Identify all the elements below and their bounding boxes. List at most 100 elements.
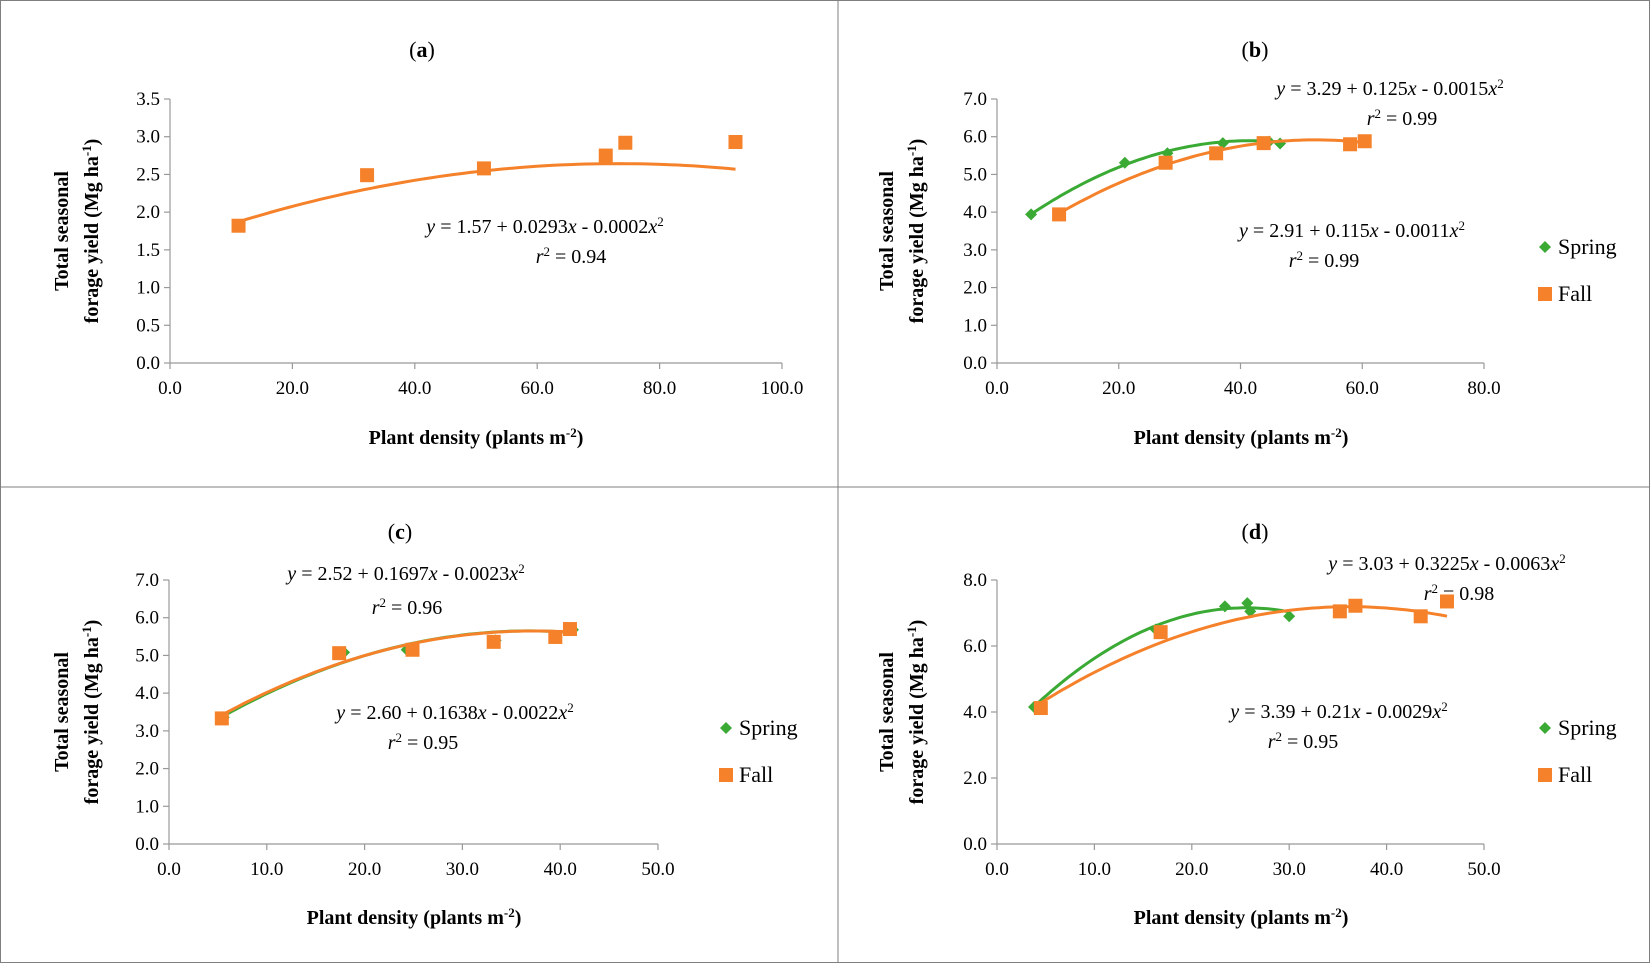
legend-label-spring-c: Spring [739, 715, 798, 740]
y-axis-label-line2-d: forage yield (Mg ha-1) [904, 620, 929, 805]
r-squared-spring-d: r2 = 0.98 [1424, 581, 1495, 606]
y-tick-label-c: 7.0 [135, 570, 159, 591]
equation-fall-a: y = 1.57 + 0.0293x - 0.0002x2 [424, 214, 663, 239]
legend-label-fall-b: Fall [1558, 281, 1592, 306]
data-point-fall-b [1343, 137, 1358, 152]
data-point-fall-c [405, 642, 420, 657]
data-point-fall-b [1209, 146, 1224, 161]
y-tick-label-d: 8.0 [963, 570, 987, 591]
legend-marker-fall-d [1538, 768, 1552, 782]
data-point-spring-d [1283, 610, 1296, 623]
trendline-spring-b [1030, 139, 1281, 216]
trendline-fall-d [1040, 605, 1448, 705]
legend-marker-spring-c [720, 722, 732, 734]
equation-fall-b: y = 2.91 + 0.115x - 0.0011x2 [1237, 218, 1465, 243]
y-tick-label-b: 7.0 [963, 89, 987, 110]
data-point-fall-d [1332, 604, 1347, 619]
panel-c: (c) 0.0 10.0 20.0 30.0 40.0 50.0 0.0 1.0 2.0 3.0 4.… [51, 519, 798, 929]
y-tick-label-b: 3.0 [963, 240, 987, 261]
y-tick-label-b: 2.0 [963, 278, 987, 299]
x-tick-label-b: 40.0 [1224, 378, 1257, 399]
r-squared-spring-c: r2 = 0.96 [372, 595, 443, 620]
y-tick-label-b: 1.0 [963, 315, 987, 336]
x-tick-label-b: 60.0 [1346, 378, 1379, 399]
legend-label-spring-b: Spring [1558, 234, 1617, 259]
x-tick-label-d: 50.0 [1467, 859, 1500, 880]
y-axis-label-line2-c: forage yield (Mg ha-1) [79, 620, 104, 805]
r-squared-fall-c: r2 = 0.95 [388, 730, 459, 755]
data-point-fall-a [231, 218, 246, 233]
legend-marker-spring-d [1539, 722, 1551, 734]
legend-marker-fall-c [719, 768, 733, 782]
data-point-fall-d [1413, 609, 1428, 624]
legend-label-fall-c: Fall [739, 762, 773, 787]
r-squared-fall-d: r2 = 0.95 [1268, 729, 1339, 754]
data-point-fall-b [1158, 155, 1173, 170]
panel-d: (d) 0.0 10.0 20.0 30.0 40.0 50.0 0.0 2.0 4.0 6.0 8.… [876, 519, 1617, 929]
x-axis-label-a: Plant density (plants m-2) [369, 425, 584, 450]
y-tick-label-b: 0.0 [963, 353, 987, 374]
equation-spring-c: y = 2.52 + 0.1697x - 0.0023x2 [285, 561, 524, 586]
y-tick-label-a: 0.0 [136, 353, 160, 374]
data-point-fall-b [1256, 136, 1271, 151]
panel-title-d: (d) [1242, 519, 1269, 544]
r-squared-fall-a: r2 = 0.94 [536, 244, 607, 269]
y-axis-label-line1-c: Total seasonal [51, 652, 73, 772]
x-tick-label-b: 20.0 [1102, 378, 1135, 399]
x-axis-label-b: Plant density (plants m-2) [1134, 425, 1349, 450]
panel-b: (b) 0.0 20.0 40.0 60.0 80.0 0.0 1.0 2.0 3.0 4.0 5.0… [876, 37, 1617, 449]
data-point-fall-a [360, 168, 375, 183]
y-tick-label-b: 4.0 [963, 202, 987, 223]
data-point-spring-b [1274, 137, 1287, 150]
legend-marker-fall-b [1538, 287, 1552, 301]
y-tick-label-a: 0.5 [136, 315, 160, 336]
data-point-fall-d [1153, 625, 1168, 640]
x-tick-label-a: 20.0 [276, 378, 309, 399]
y-tick-label-c: 4.0 [135, 683, 159, 704]
x-tick-label-a: 60.0 [521, 378, 554, 399]
panel-title-a: (a) [409, 37, 435, 62]
panel-title-b: (b) [1242, 37, 1269, 62]
y-tick-label-d: 6.0 [963, 636, 987, 657]
equation-spring-d: y = 3.03 + 0.3225x - 0.0063x2 [1326, 551, 1565, 576]
y-tick-label-c: 3.0 [135, 721, 159, 742]
x-tick-label-d: 20.0 [1175, 859, 1208, 880]
data-point-fall-c [548, 629, 563, 644]
y-tick-label-a: 3.0 [136, 127, 160, 148]
data-point-fall-c [332, 646, 347, 661]
y-axis-label-line1-d: Total seasonal [876, 652, 898, 772]
panel-a: (a) 0.0 20.0 40.0 60.0 80.0 100.0 0.0 0.5 1.0 1.5 2… [51, 37, 803, 449]
r-squared-spring-b: r2 = 0.99 [1367, 106, 1438, 131]
x-tick-label-a: 80.0 [643, 378, 676, 399]
data-point-fall-a [598, 148, 613, 163]
y-tick-label-c: 5.0 [135, 645, 159, 666]
y-tick-label-a: 1.5 [136, 240, 160, 261]
y-tick-label-a: 3.5 [136, 89, 160, 110]
y-tick-label-c: 2.0 [135, 759, 159, 780]
equation-spring-b: y = 3.29 + 0.125x - 0.0015x2 [1274, 76, 1503, 101]
x-axis-label-d: Plant density (plants m-2) [1134, 905, 1349, 930]
x-tick-label-a: 100.0 [761, 378, 804, 399]
y-tick-label-d: 4.0 [963, 702, 987, 723]
x-tick-label-d: 10.0 [1078, 859, 1111, 880]
y-tick-label-d: 2.0 [963, 768, 987, 789]
x-tick-label-b: 0.0 [985, 378, 1009, 399]
y-tick-label-a: 2.0 [136, 202, 160, 223]
legend-label-fall-d: Fall [1558, 762, 1592, 787]
y-tick-label-a: 2.5 [136, 164, 160, 185]
data-point-fall-a [618, 135, 633, 150]
x-tick-label-c: 30.0 [446, 859, 479, 880]
y-tick-label-c: 6.0 [135, 608, 159, 629]
legend-label-spring-d: Spring [1558, 715, 1617, 740]
data-point-fall-d [1348, 598, 1363, 613]
x-tick-label-c: 50.0 [641, 859, 674, 880]
x-tick-label-c: 20.0 [348, 859, 381, 880]
data-point-fall-c [486, 634, 501, 649]
x-tick-label-d: 30.0 [1273, 859, 1306, 880]
y-tick-label-d: 0.0 [963, 834, 987, 855]
x-tick-label-c: 0.0 [157, 859, 181, 880]
y-axis-label-line2-a: forage yield (Mg ha-1) [79, 139, 104, 324]
